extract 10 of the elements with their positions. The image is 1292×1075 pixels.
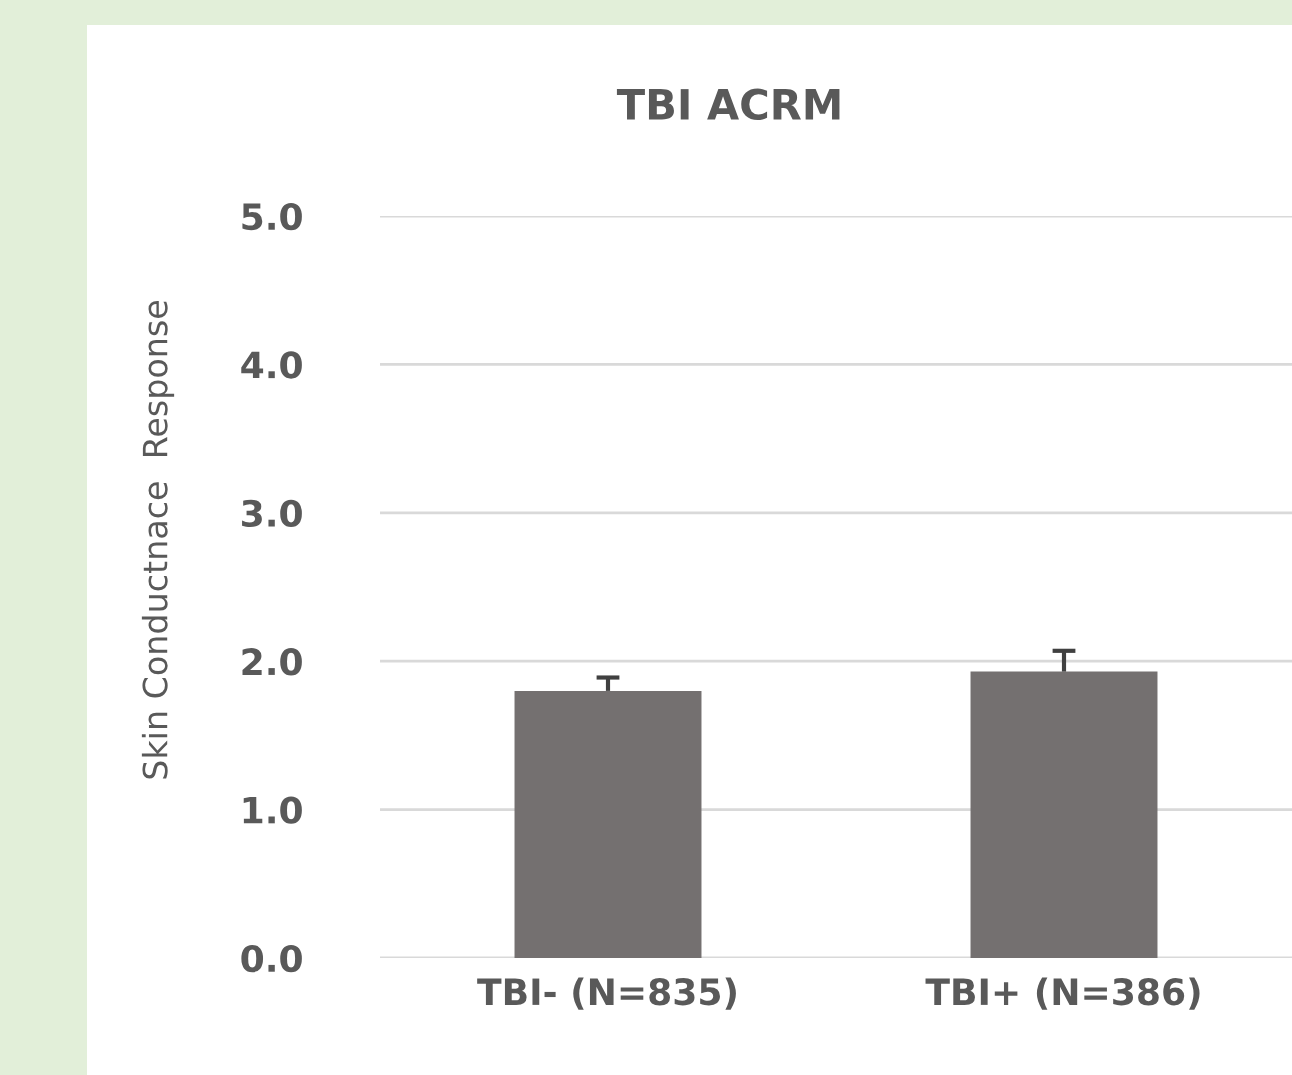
x-tick-label: TBI+ (N=386) <box>925 977 1200 1010</box>
x-tick-label: TBI- (N=835) <box>477 977 736 1010</box>
y-tick-label: 2.0 <box>242 648 302 676</box>
y-axis-title: Skin Conductnace Response <box>141 300 175 779</box>
y-tick-label: 1.0 <box>243 796 302 824</box>
y-tick-label: 0.0 <box>241 944 302 973</box>
chart-title: TBI ACRM <box>616 88 840 121</box>
y-tick-label: 4.0 <box>241 351 302 379</box>
y-tick-label: 5.0 <box>242 202 302 231</box>
y-tick-label: 3.0 <box>242 499 302 528</box>
